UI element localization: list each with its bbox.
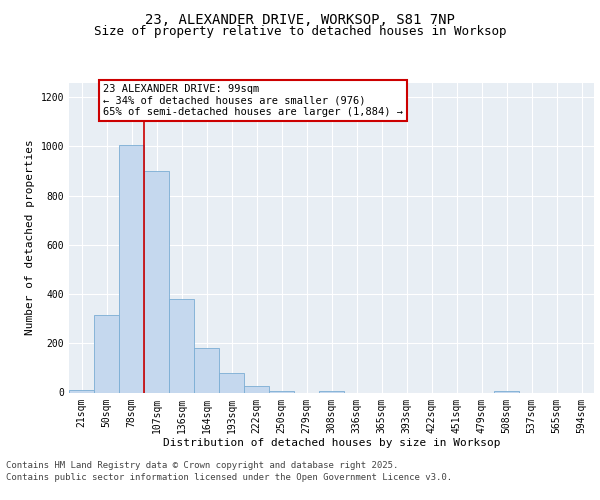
Text: Contains public sector information licensed under the Open Government Licence v3: Contains public sector information licen… <box>6 473 452 482</box>
Bar <box>69 390 94 392</box>
Y-axis label: Number of detached properties: Number of detached properties <box>25 140 35 336</box>
Bar <box>494 390 519 392</box>
Bar <box>119 145 144 392</box>
Bar <box>269 390 294 392</box>
Bar <box>169 299 194 392</box>
Bar <box>194 348 219 393</box>
X-axis label: Distribution of detached houses by size in Worksop: Distribution of detached houses by size … <box>163 438 500 448</box>
Bar <box>94 315 119 392</box>
Text: Size of property relative to detached houses in Worksop: Size of property relative to detached ho… <box>94 25 506 38</box>
Text: 23, ALEXANDER DRIVE, WORKSOP, S81 7NP: 23, ALEXANDER DRIVE, WORKSOP, S81 7NP <box>145 12 455 26</box>
Bar <box>219 373 244 392</box>
Bar <box>244 386 269 392</box>
Bar <box>144 171 169 392</box>
Text: Contains HM Land Registry data © Crown copyright and database right 2025.: Contains HM Land Registry data © Crown c… <box>6 460 398 469</box>
Text: 23 ALEXANDER DRIVE: 99sqm
← 34% of detached houses are smaller (976)
65% of semi: 23 ALEXANDER DRIVE: 99sqm ← 34% of detac… <box>103 84 403 117</box>
